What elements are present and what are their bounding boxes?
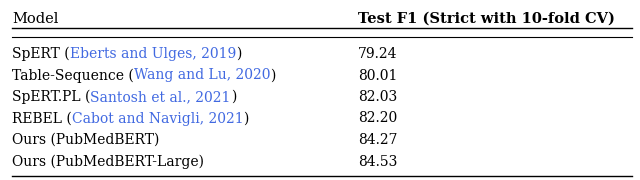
Text: ): ) <box>236 47 241 61</box>
Text: 84.27: 84.27 <box>358 133 397 147</box>
Text: SpERT.PL (: SpERT.PL ( <box>12 90 90 104</box>
Text: Test F1 (Strict with 10-fold CV): Test F1 (Strict with 10-fold CV) <box>358 12 615 26</box>
Text: REBEL (: REBEL ( <box>12 111 72 125</box>
Text: SpERT (: SpERT ( <box>12 47 70 61</box>
Text: 82.03: 82.03 <box>358 90 397 104</box>
Text: 79.24: 79.24 <box>358 47 397 61</box>
Text: ): ) <box>231 90 236 104</box>
Text: ): ) <box>270 69 276 82</box>
Text: Wang and Lu, 2020: Wang and Lu, 2020 <box>134 69 270 82</box>
Text: Cabot and Navigli, 2021: Cabot and Navigli, 2021 <box>72 111 243 125</box>
Text: 84.53: 84.53 <box>358 154 397 168</box>
Text: Ours (PubMedBERT): Ours (PubMedBERT) <box>12 133 159 147</box>
Text: Ours (PubMedBERT-Large): Ours (PubMedBERT-Large) <box>12 154 204 169</box>
Text: ): ) <box>243 111 249 125</box>
Text: 82.20: 82.20 <box>358 111 397 125</box>
Text: Santosh et al., 2021: Santosh et al., 2021 <box>90 90 231 104</box>
Text: Model: Model <box>12 12 58 26</box>
Text: 80.01: 80.01 <box>358 69 397 82</box>
Text: Eberts and Ulges, 2019: Eberts and Ulges, 2019 <box>70 47 236 61</box>
Text: Table-Sequence (: Table-Sequence ( <box>12 69 134 83</box>
